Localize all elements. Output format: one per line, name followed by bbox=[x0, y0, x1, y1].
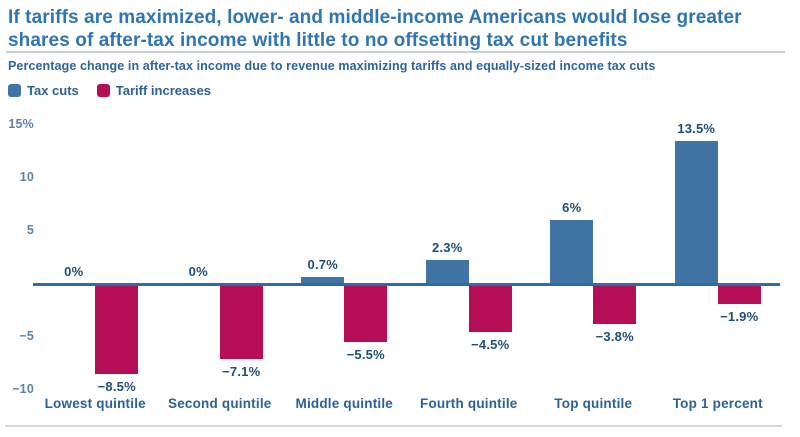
tariff-increases-bar bbox=[593, 284, 637, 325]
title-divider bbox=[6, 51, 785, 53]
y-axis-tick-label: −5 bbox=[19, 329, 34, 343]
tariff-increases-value-label: −5.5% bbox=[346, 347, 385, 363]
tax-cuts-swatch-icon bbox=[8, 84, 21, 97]
y-axis-tick-label: 15% bbox=[8, 117, 34, 131]
y-axis-tick-label: −10 bbox=[12, 382, 34, 396]
tax-cuts-value-label: 0% bbox=[188, 264, 208, 279]
tax-cuts-bar bbox=[550, 220, 594, 284]
legend-label-tariff-increases: Tariff increases bbox=[115, 83, 211, 98]
tariff-increases-bar bbox=[717, 284, 761, 305]
legend-label-tax-cuts: Tax cuts bbox=[27, 83, 79, 98]
tax-cuts-value-label: 6% bbox=[562, 200, 582, 216]
tariff-increases-swatch-icon bbox=[96, 84, 110, 97]
x-axis-category-label: Second quintile bbox=[167, 396, 272, 411]
legend-item-tariff-increases: Tariff increases bbox=[96, 83, 211, 98]
x-axis-category-label: Top 1 percent bbox=[672, 396, 763, 411]
tariff-increases-value-label: −3.8% bbox=[595, 329, 634, 345]
tariff-increases-value-label: −4.5% bbox=[471, 336, 510, 352]
tax-cuts-value-label: 0% bbox=[64, 264, 84, 279]
tax-cuts-bar bbox=[425, 259, 469, 284]
x-axis-category-label: Top quintile bbox=[554, 396, 633, 411]
legend-item-tax-cuts: Tax cuts bbox=[8, 83, 79, 98]
x-axis-category-label: Lowest quintile bbox=[44, 396, 146, 411]
x-axis-category-label: Middle quintile bbox=[295, 396, 393, 411]
chart-subtitle: Percentage change in after-tax income du… bbox=[8, 59, 656, 73]
zero-axis-line bbox=[33, 283, 780, 286]
y-axis-tick-label: 10 bbox=[19, 170, 34, 184]
tax-cuts-value-label: 0.7% bbox=[307, 256, 338, 272]
tariff-increases-value-label: −8.5% bbox=[97, 379, 136, 395]
x-axis-category-label: Fourth quintile bbox=[420, 396, 518, 411]
tariff-increases-bar bbox=[95, 284, 139, 375]
y-axis-tick-label: 5 bbox=[26, 223, 34, 237]
legend: Tax cuts Tariff increases bbox=[8, 83, 211, 98]
tax-cuts-bar bbox=[674, 140, 718, 284]
tariff-increases-value-label: −1.9% bbox=[720, 309, 759, 325]
tariff-increases-bar bbox=[468, 284, 512, 332]
bottom-divider bbox=[5, 425, 782, 427]
tax-cuts-value-label: 2.3% bbox=[432, 239, 463, 255]
tariff-increases-bar bbox=[344, 284, 388, 343]
tariff-increases-value-label: −7.1% bbox=[222, 364, 261, 380]
tax-cuts-bar bbox=[301, 276, 345, 284]
bar-chart-plot-area: 15% 10 5 −5 −10 0% −8.5% Lowest quintile 0% −7.1%… bbox=[0, 112, 800, 437]
tax-cuts-value-label: 13.5% bbox=[677, 120, 716, 136]
tariff-increases-bar bbox=[219, 284, 263, 360]
chart-title: If tariffs are maximized, lower- and mid… bbox=[8, 7, 742, 52]
